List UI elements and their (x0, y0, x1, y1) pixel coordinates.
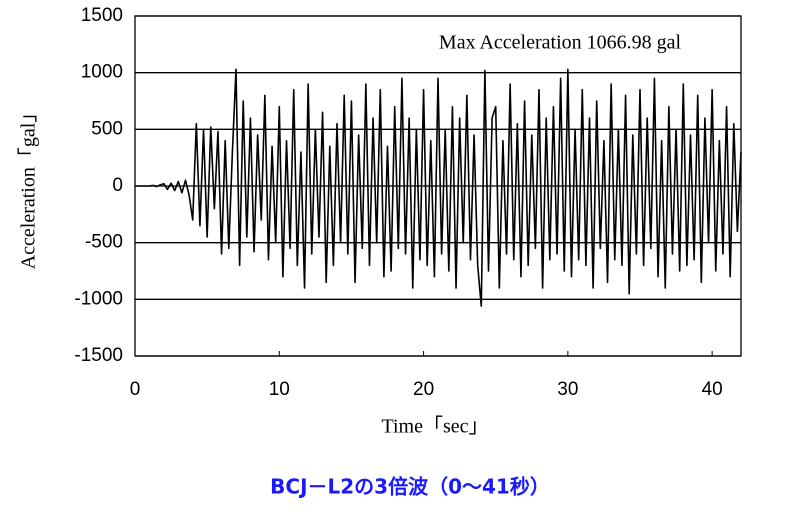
x-tick-label: 0 (130, 379, 141, 400)
chart-title: BCJ－L2の3倍波（0～41秒） (270, 475, 550, 499)
y-tick-label: -1000 (74, 288, 123, 309)
x-tick-label: 10 (269, 379, 290, 400)
y-tick-label: -1500 (74, 345, 123, 366)
data-line (135, 68, 742, 307)
annotation: Max Acceleration 1066.98 gal (439, 32, 682, 54)
x-tick-label: 40 (702, 379, 723, 400)
y-tick-label: 1500 (81, 5, 123, 26)
y-tick-label: -500 (85, 232, 123, 253)
x-axis-label: Time「sec」 (381, 415, 488, 438)
x-tick-label: 30 (557, 379, 578, 400)
y-tick-label: 500 (91, 118, 123, 139)
x-tick-label: 20 (413, 379, 434, 400)
y-tick-label: 0 (112, 175, 123, 196)
y-axis-label: Acceleration「gal」 (17, 103, 40, 270)
y-tick-label: 1000 (81, 62, 123, 83)
